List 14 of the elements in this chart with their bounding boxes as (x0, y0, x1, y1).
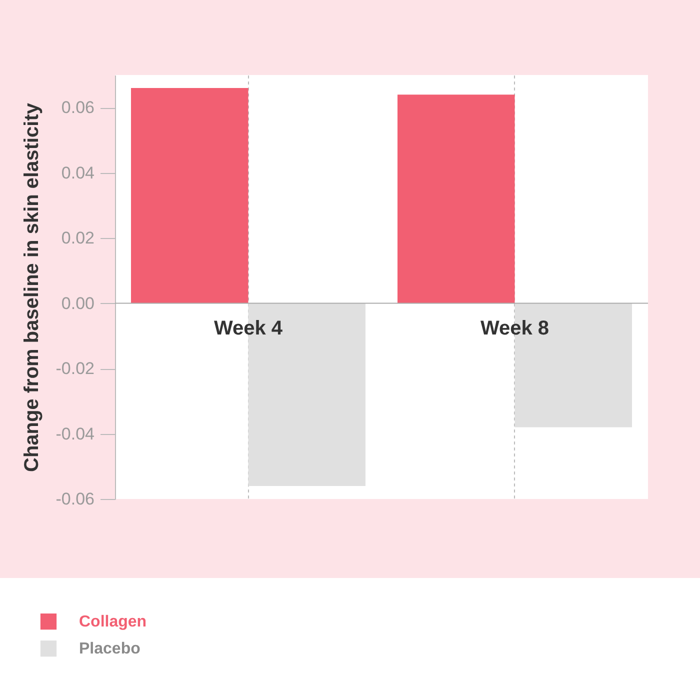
bar (130, 88, 248, 304)
bar (397, 94, 515, 304)
y-tick-label: 0.04 (61, 163, 94, 182)
legend-label: Collagen (79, 614, 147, 630)
legend-label: Placebo (79, 640, 141, 658)
y-tick-label: 0.02 (61, 228, 94, 248)
y-tick-label: 0.00 (61, 294, 94, 313)
y-tick-label: -0.02 (56, 359, 94, 378)
y-tick-label: -0.06 (56, 490, 94, 508)
x-tick-label: Week 4 (214, 317, 284, 340)
x-tick-label: Week 8 (480, 317, 550, 340)
y-axis-title: Change from baseline in skin elasticity (20, 102, 43, 472)
y-tick-label: 0.06 (61, 98, 94, 118)
y-tick-label: -0.04 (56, 424, 94, 444)
